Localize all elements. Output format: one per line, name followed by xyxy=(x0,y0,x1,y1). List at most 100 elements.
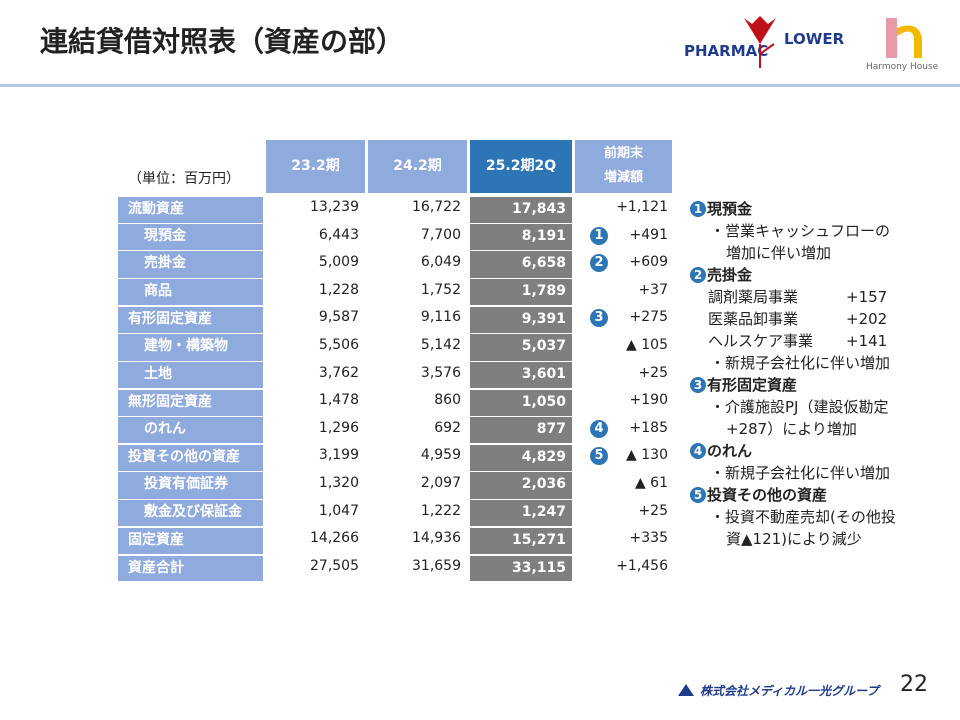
cell-value: 33,115 xyxy=(470,553,572,582)
cell-value: 9,116 xyxy=(420,309,461,326)
note-line: 資▲121)により減少 xyxy=(726,530,862,548)
note-line: ・営業キャッシュフローの xyxy=(710,222,891,240)
cell-value: 5,009 xyxy=(318,254,359,271)
cell-value: 3,762 xyxy=(318,364,359,381)
cell-value: 9,587 xyxy=(318,309,359,326)
note-title: 売掛金 xyxy=(707,266,753,284)
note-line: +287）により増加 xyxy=(726,420,857,438)
row-label: 固定資産 xyxy=(118,526,263,554)
row-label: 敷金及び保証金 xyxy=(118,498,263,527)
row-label: 資産合計 xyxy=(118,553,263,582)
note-segment-value: +141 xyxy=(846,332,888,350)
note-line: ・介護施設PJ（建設仮勘定 xyxy=(710,398,889,416)
logo-text: PHARMAC xyxy=(684,42,769,60)
cell-change: +1,456 xyxy=(616,557,668,574)
cell-value: 3,576 xyxy=(420,364,461,381)
note-title: 有形固定資産 xyxy=(707,376,798,394)
note-segment: 調剤薬局事業 xyxy=(708,288,799,306)
row-label: のれん xyxy=(118,415,263,444)
cell-change: +275 xyxy=(629,309,668,326)
cell-value: 3,199 xyxy=(318,447,359,464)
cell-value: 27,505 xyxy=(310,557,359,574)
cell-value: 13,239 xyxy=(310,199,359,215)
cell-value: 14,266 xyxy=(310,530,359,547)
cell-value: 4,829 xyxy=(470,443,572,471)
marker: 3 xyxy=(590,309,608,328)
footer-company: 株式会社メディカル一光グループ xyxy=(700,684,879,698)
cell-change: +1,121 xyxy=(616,199,668,215)
note-line: ・投資不動産売却(その他投 xyxy=(710,508,896,526)
cell-value: 4,959 xyxy=(420,447,461,464)
note-title: のれん xyxy=(707,442,753,460)
row-label: 土地 xyxy=(118,360,263,389)
footer-logo xyxy=(678,684,694,696)
cell-change: +491 xyxy=(629,226,668,243)
row-label: 現預金 xyxy=(118,222,263,251)
cell-value: 860 xyxy=(434,392,461,409)
cell-value: 877 xyxy=(470,415,572,444)
note-line: ・新規子会社化に伴い増加 xyxy=(710,354,891,372)
cell-value: 7,700 xyxy=(420,226,461,243)
cell-value: 1,789 xyxy=(470,277,572,306)
column-header: 24.2期 xyxy=(368,140,467,193)
marker: 4 xyxy=(590,419,608,438)
note-segment: 医薬品卸事業 xyxy=(708,310,799,328)
cell-value: 15,271 xyxy=(470,526,572,554)
cell-value: 5,506 xyxy=(318,337,359,353)
note-segment-value: +157 xyxy=(846,288,888,306)
header-rule xyxy=(0,84,960,87)
note-marker: 2 xyxy=(690,267,706,283)
cell-value: 1,247 xyxy=(470,498,572,527)
row-label: 商品 xyxy=(118,277,263,306)
cell-value: 1,296 xyxy=(318,419,359,436)
row-label: 建物・構築物 xyxy=(118,333,263,361)
row-label: 投資その他の資産 xyxy=(118,443,263,471)
column-header: 23.2期 xyxy=(266,140,365,193)
cell-value: 16,722 xyxy=(412,199,461,215)
cell-value: 14,936 xyxy=(412,530,461,547)
row-label: 有形固定資産 xyxy=(118,305,263,333)
note-marker: 3 xyxy=(690,377,706,393)
cell-value: 17,843 xyxy=(470,195,572,223)
cell-value: 1,222 xyxy=(420,502,461,519)
cell-value: 1,050 xyxy=(470,388,572,416)
cell-value: 1,047 xyxy=(318,502,359,519)
logo-text: LOWER xyxy=(784,30,845,48)
column-header: 25.2期2Q xyxy=(470,140,572,193)
marker: 1 xyxy=(590,226,608,245)
cell-value: 5,037 xyxy=(470,333,572,361)
logo-flower xyxy=(744,16,776,68)
cell-value: 1,478 xyxy=(318,392,359,409)
note-title: 投資その他の資産 xyxy=(707,486,828,504)
cell-value: 6,658 xyxy=(470,250,572,278)
cell-change: +609 xyxy=(629,254,668,271)
cell-value: 1,228 xyxy=(318,281,359,298)
row-label: 無形固定資産 xyxy=(118,388,263,416)
cell-change: ▲ 130 xyxy=(626,447,668,464)
cell-change: +185 xyxy=(629,419,668,436)
cell-value: 1,320 xyxy=(318,475,359,491)
cell-change: ▲ 105 xyxy=(626,337,668,353)
row-label: 売掛金 xyxy=(118,250,263,278)
row-label: 投資有価証券 xyxy=(118,471,263,499)
header-bg xyxy=(575,140,672,193)
cell-value: 8,191 xyxy=(470,222,572,251)
cell-value: 31,659 xyxy=(412,557,461,574)
cell-change: +37 xyxy=(638,281,668,298)
cell-change: +25 xyxy=(638,364,668,381)
cell-value: 692 xyxy=(434,419,461,436)
cell-value: 3,601 xyxy=(470,360,572,389)
note-marker: 1 xyxy=(690,201,706,217)
unit: （単位：百万円） xyxy=(128,171,240,187)
title: 連結貸借対照表（資産の部） xyxy=(40,25,405,58)
logo-brand: Harmony House xyxy=(866,62,939,72)
cell-change: +25 xyxy=(638,502,668,519)
cell-value: 6,049 xyxy=(420,254,461,271)
cell-value: 9,391 xyxy=(470,305,572,333)
cell-value: 6,443 xyxy=(318,226,359,243)
marker: 2 xyxy=(590,254,608,273)
row-label: 流動資産 xyxy=(118,195,263,223)
cell-change: ▲ 61 xyxy=(634,475,668,491)
note-line: ・新規子会社化に伴い増加 xyxy=(710,464,891,482)
